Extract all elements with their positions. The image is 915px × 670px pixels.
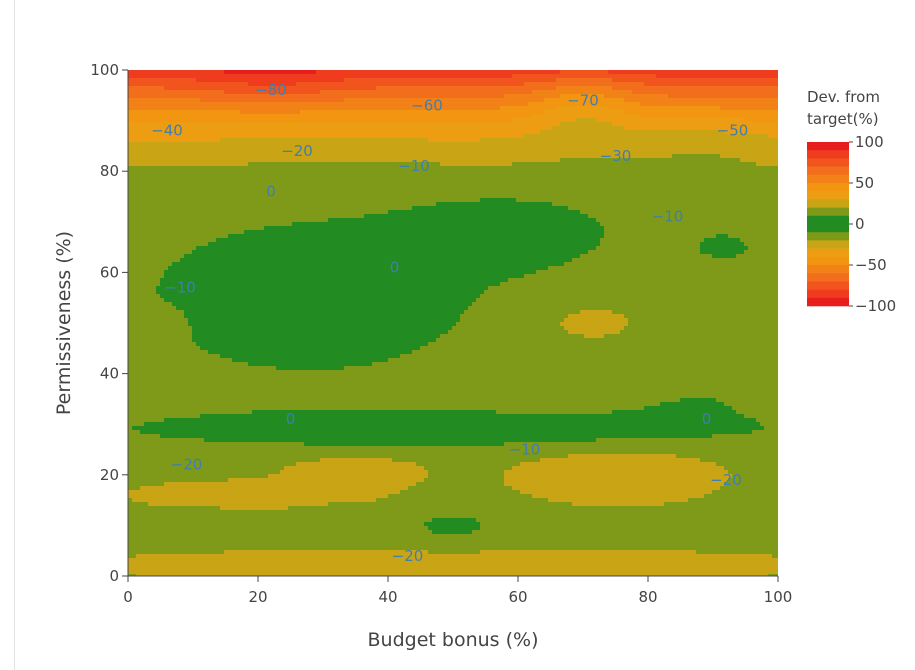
colorbar-band: [807, 297, 849, 307]
colorbar-band: [807, 207, 849, 217]
contour-label: −30: [600, 147, 632, 165]
y-tick-label: 100: [90, 61, 119, 79]
colorbar-tick-label: 50: [855, 174, 874, 192]
colorbar-band: [807, 265, 849, 274]
colorbar-band: [807, 191, 849, 200]
y-tick-label: 60: [100, 263, 119, 281]
colorbar-band: [807, 232, 849, 241]
contour-label: −10: [509, 441, 541, 459]
contour-label: 0: [390, 258, 400, 276]
colorbar-band: [807, 289, 849, 299]
colorbar-band: [807, 248, 849, 258]
y-tick-label: 40: [100, 365, 119, 383]
colorbar-tick-label: 100: [855, 133, 884, 151]
x-axis-title: Budget bonus (%): [368, 629, 539, 651]
y-tick-label: 80: [100, 162, 119, 180]
axes: 0 20 40 60 80 100 0 20 40 60 80 100 Budget bonus (%)…: [53, 61, 792, 651]
contour-labels: −80 −60 −70 −40 −50 −20 −10 −30 0 −10 0 −10 0 0 −10 −20…: [151, 81, 748, 565]
x-tick-label: 100: [764, 588, 793, 606]
x-tick-label: 0: [123, 588, 133, 606]
x-tick-label: 60: [508, 588, 527, 606]
contour-label: 0: [286, 410, 296, 428]
x-tick-label: 20: [248, 588, 267, 606]
colorbar-tick-label: 0: [855, 215, 865, 233]
colorbar-band: [807, 174, 849, 184]
colorbar-band: [807, 142, 849, 151]
colorbar-band: [807, 215, 849, 225]
y-tick-label: 0: [109, 567, 119, 585]
contour-label: −60: [411, 96, 443, 114]
colorbar-band: [807, 273, 849, 282]
colorbar-band: [807, 183, 849, 192]
contour-label: −10: [164, 279, 196, 297]
x-tick-label: 40: [378, 588, 397, 606]
contour-label: −20: [171, 456, 203, 474]
left-divider: [14, 0, 15, 670]
colorbar-title: Dev. from: [807, 88, 880, 106]
contour-label: −10: [398, 157, 430, 175]
contour-label: −20: [392, 547, 424, 565]
contour-label: −10: [652, 208, 684, 226]
contour-label: −80: [255, 81, 287, 99]
colorbar-band: [807, 224, 849, 233]
y-axis-title: Permissiveness (%): [53, 231, 75, 415]
plot-area: [128, 70, 778, 576]
contour-label: −20: [710, 471, 742, 489]
contour-label: −50: [717, 122, 749, 140]
colorbar: 100 50 0 −50 −100 Dev. from target(%): [807, 88, 896, 315]
x-tick-label: 80: [638, 588, 657, 606]
contour-label: −70: [567, 91, 599, 109]
colorbar-band: [807, 166, 849, 176]
colorbar-title: target(%): [807, 110, 879, 128]
y-tick-label: 20: [100, 466, 119, 484]
contour-label: −20: [281, 142, 313, 160]
contour-label: 0: [702, 410, 712, 428]
colorbar-band: [807, 150, 849, 159]
colorbar-band: [807, 240, 849, 249]
colorbar-band: [807, 281, 849, 290]
colorbar-band: [807, 256, 849, 266]
contour-label: −40: [151, 122, 183, 140]
colorbar-tick-label: −50: [855, 256, 887, 274]
contour-label: 0: [266, 182, 276, 200]
colorbar-tick-label: −100: [855, 297, 896, 315]
colorbar-band: [807, 158, 849, 167]
colorbar-band: [807, 199, 849, 208]
